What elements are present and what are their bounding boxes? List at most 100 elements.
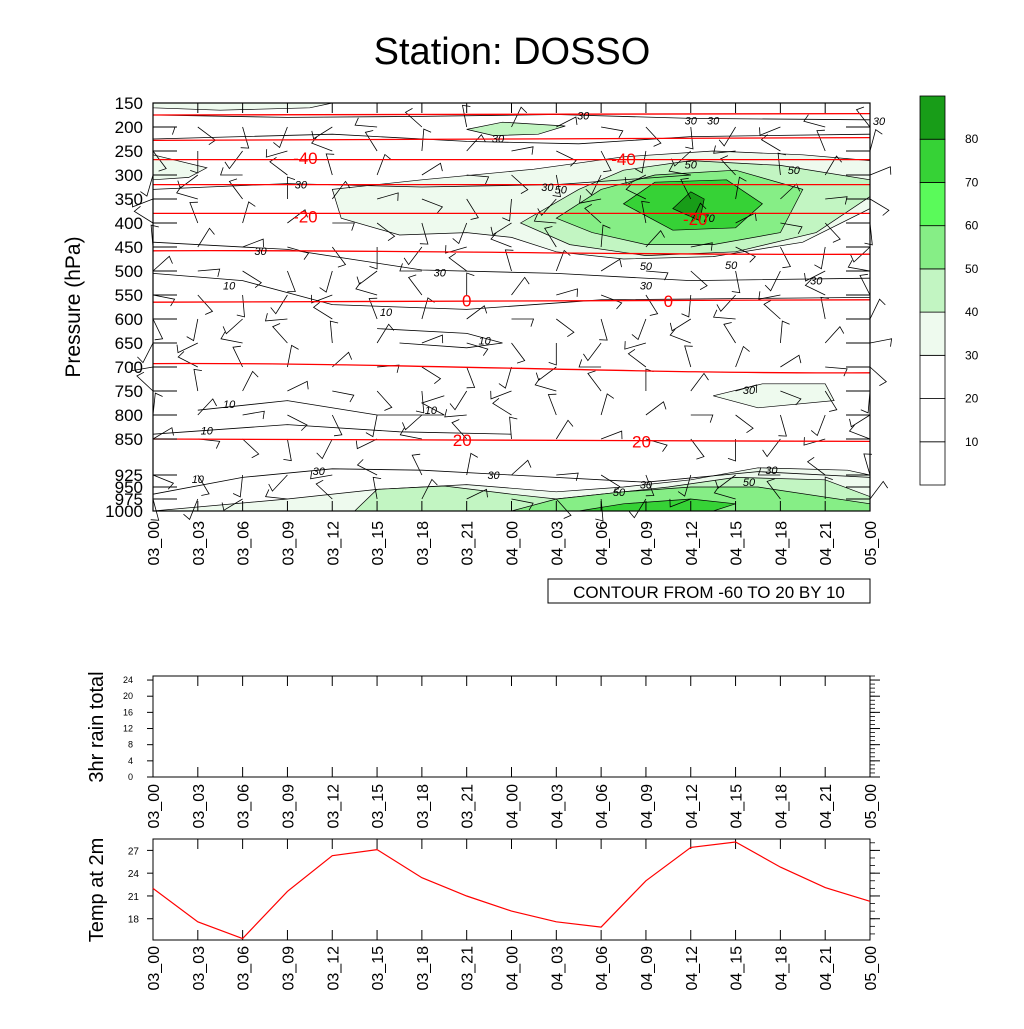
wind-barb [411, 453, 423, 476]
wind-barb [735, 345, 750, 368]
colorbar-label: 50 [965, 262, 979, 276]
wind-barb [735, 176, 747, 200]
wind-barb [669, 318, 692, 332]
rain-tick-label: 4 [128, 756, 133, 766]
wind-barb [152, 255, 173, 272]
wind-barb [723, 322, 736, 344]
wind-barb [242, 438, 260, 459]
humidity-contour-label: 50 [555, 184, 568, 196]
humidity-shading [152, 102, 871, 512]
isotherm-label: 0 [462, 291, 471, 310]
time-tick-label: 04_21 [818, 521, 835, 566]
wind-barb [645, 294, 659, 316]
wind-barb [421, 334, 444, 344]
wind-barb [804, 279, 826, 296]
time-tick-label: 04_15 [729, 946, 746, 991]
humidity-contour-label: 50 [725, 260, 738, 272]
wind-barb [332, 222, 355, 231]
wind-barb [421, 162, 443, 176]
humidity-contour-label: 50 [640, 261, 653, 273]
wind-barb [364, 130, 378, 152]
wind-barb [466, 198, 479, 220]
wind-barb [719, 155, 736, 176]
time-tick-label: 04_09 [639, 521, 656, 566]
humidity-contour-label: 30 [487, 470, 500, 482]
humidity-contour-label: 30 [707, 115, 720, 127]
rain-tick-label: 20 [123, 691, 133, 701]
wind-barb [587, 370, 602, 392]
rh-line-830 [152, 424, 512, 435]
time-tick-label: 04_06 [594, 784, 611, 829]
wind-barb [780, 246, 792, 269]
colorbar: 10 20 30 40 50 60 70 80 [919, 95, 979, 486]
isotherm-label: -40 [611, 150, 636, 169]
wind-barb [152, 294, 176, 307]
wind-barb [777, 152, 786, 176]
pressure-tick-label: 500 [115, 262, 143, 281]
wind-barb [311, 136, 333, 152]
wind-barb [556, 150, 577, 167]
pressure-tick-label: 250 [115, 142, 143, 161]
humidity-contour-label: 30 [541, 182, 554, 194]
time-tick-label: 03_15 [370, 784, 387, 829]
time-tick-label: 04_18 [773, 521, 790, 566]
wind-barb [547, 393, 557, 416]
colorbar-bin [919, 182, 946, 227]
wind-barb [556, 288, 578, 297]
wind-barb [533, 213, 557, 224]
wind-barb [601, 126, 624, 138]
pressure-tick-label: 300 [115, 166, 143, 185]
wind-barb [377, 364, 400, 373]
wind-barb [236, 294, 245, 318]
wind-barb [265, 149, 288, 158]
wind-barb [544, 226, 557, 248]
temp-tick-label: 27 [128, 846, 140, 857]
wind-barb [445, 245, 467, 254]
time-tick-label: 03_03 [191, 784, 208, 829]
pressure-tick-label: 350 [115, 190, 143, 209]
wind-barb [690, 438, 705, 460]
temp-tick-label: 18 [128, 915, 140, 926]
wind-barb [763, 300, 781, 320]
rain-time-axis: 03_00 03_03 03_06 03_09 03_12 03_15 03_18 03_21… [146, 676, 880, 829]
wind-barb [220, 167, 243, 176]
wind-barb [668, 164, 691, 176]
wind-barb [140, 174, 154, 197]
humidity-contour-label: 10 [223, 399, 236, 411]
wind-barb [804, 270, 826, 282]
wind-barb [556, 472, 579, 481]
wind-barb [869, 129, 883, 152]
wind-barb [287, 176, 296, 199]
isotherm-label: 20 [453, 431, 472, 450]
wind-barb [600, 224, 611, 248]
temp-plot-frame [152, 838, 871, 941]
wind-barb [537, 198, 557, 216]
wind-barb [240, 126, 250, 149]
contour-note-box [547, 578, 871, 604]
wind-barb [197, 474, 210, 496]
wind-barb [197, 294, 214, 315]
isotherm-line [152, 299, 871, 303]
wind-barb [365, 414, 378, 438]
wind-barb [369, 247, 378, 270]
wind-barb [825, 196, 848, 205]
wind-barb [820, 296, 829, 320]
wind-barb [624, 341, 647, 350]
wind-barb [631, 318, 647, 341]
rh-line-640 [377, 328, 503, 349]
wind-barb [600, 150, 612, 173]
wind-barb [780, 222, 803, 234]
humidity-contour-label: 30 [492, 134, 505, 146]
temp-tick-label: 21 [128, 892, 140, 903]
wind-barb [242, 370, 259, 392]
wind-barb [780, 390, 802, 406]
wind-barb [583, 342, 602, 362]
chart-title: Station: DOSSO [374, 31, 651, 73]
time-tick-label: 04_09 [639, 946, 656, 991]
humidity-contour-label: 50 [685, 159, 698, 171]
wind-barb [579, 195, 602, 204]
wind-barb [332, 351, 353, 368]
wind-barb [315, 479, 333, 500]
wind-barb [152, 392, 163, 416]
